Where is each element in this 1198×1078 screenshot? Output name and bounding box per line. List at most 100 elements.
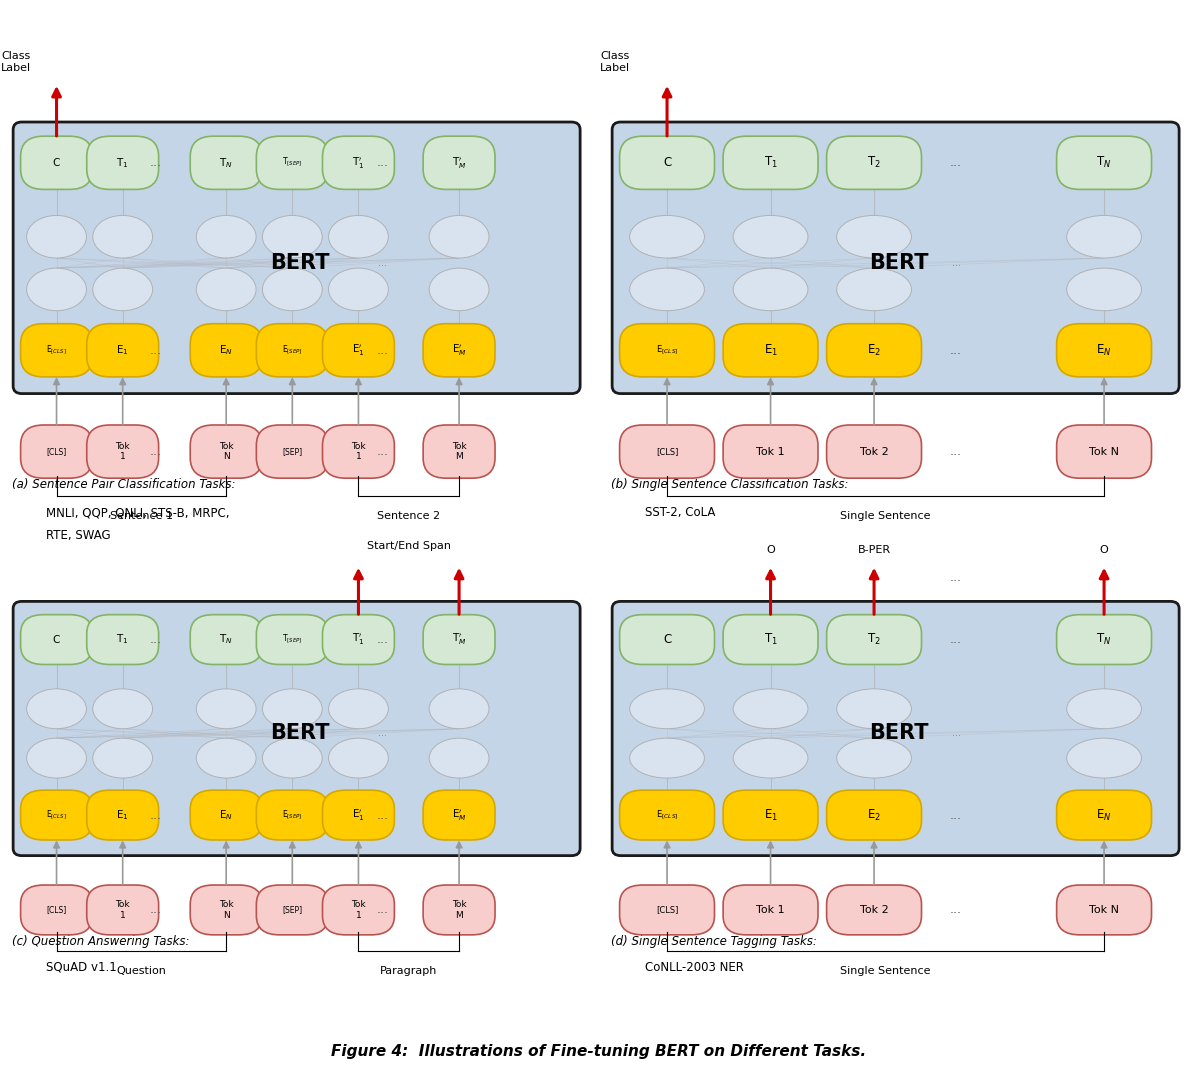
Text: CoNLL-2003 NER: CoNLL-2003 NER [646,960,744,973]
Ellipse shape [630,216,704,258]
FancyBboxPatch shape [256,425,328,479]
Text: ...: ... [950,344,962,357]
Text: T$_N$: T$_N$ [219,156,234,169]
FancyBboxPatch shape [86,614,158,664]
Ellipse shape [733,216,807,258]
Ellipse shape [630,738,704,778]
Text: ...: ... [950,633,962,646]
FancyBboxPatch shape [322,614,394,664]
FancyBboxPatch shape [1057,425,1151,479]
Text: Class
Label: Class Label [600,52,630,73]
Text: ...: ... [379,258,387,268]
Text: [CLS]: [CLS] [655,906,678,914]
Text: E$_1$: E$_1$ [763,343,778,358]
Ellipse shape [92,216,152,258]
FancyBboxPatch shape [1057,614,1151,664]
Text: E$_{[CLS]}$: E$_{[CLS]}$ [655,344,678,357]
Ellipse shape [1066,689,1142,729]
FancyBboxPatch shape [619,425,714,479]
Ellipse shape [836,689,912,729]
Ellipse shape [733,689,807,729]
Text: BERT: BERT [270,253,329,273]
Text: [CLS]: [CLS] [47,447,67,456]
Text: Tok
1: Tok 1 [115,442,131,461]
Text: T$_1'$: T$_1'$ [352,632,364,647]
Text: Tok 1: Tok 1 [756,904,785,915]
Text: ...: ... [379,729,387,738]
Ellipse shape [262,738,322,778]
FancyBboxPatch shape [20,614,92,664]
Text: (a) Sentence Pair Classification Tasks:: (a) Sentence Pair Classification Tasks: [12,479,236,492]
FancyBboxPatch shape [724,425,818,479]
Text: Tok N: Tok N [1089,446,1119,457]
FancyBboxPatch shape [423,790,495,840]
Text: ...: ... [377,156,389,169]
Text: Single Sentence: Single Sentence [840,511,931,521]
FancyBboxPatch shape [724,323,818,377]
Text: Tok
1: Tok 1 [351,442,365,461]
FancyBboxPatch shape [190,790,262,840]
FancyBboxPatch shape [423,885,495,935]
Text: Tok
1: Tok 1 [115,900,131,920]
FancyBboxPatch shape [20,885,92,935]
Ellipse shape [196,689,256,729]
Ellipse shape [328,216,388,258]
Ellipse shape [1066,268,1142,310]
FancyBboxPatch shape [86,425,158,479]
Text: E$_1$: E$_1$ [116,344,129,357]
Ellipse shape [92,268,152,310]
Text: C: C [53,635,60,645]
Text: [SEP]: [SEP] [283,447,302,456]
Text: Tok
M: Tok M [452,442,466,461]
FancyBboxPatch shape [619,614,714,664]
Ellipse shape [196,738,256,778]
FancyBboxPatch shape [20,790,92,840]
Text: C: C [662,633,671,646]
Text: ...: ... [951,729,961,738]
Text: E$_1'$: E$_1'$ [352,807,364,823]
Ellipse shape [26,268,86,310]
Text: RTE, SWAG: RTE, SWAG [47,529,111,542]
Text: O: O [1100,545,1108,555]
FancyBboxPatch shape [190,885,262,935]
Text: E$_N$: E$_N$ [1096,807,1112,823]
Text: Tok
N: Tok N [219,442,234,461]
Text: [CLS]: [CLS] [47,906,67,914]
Text: E$_1$: E$_1$ [763,807,778,823]
Text: MNLI, QQP, QNLI, STS-B, MRPC,: MNLI, QQP, QNLI, STS-B, MRPC, [47,506,230,520]
FancyBboxPatch shape [724,790,818,840]
FancyBboxPatch shape [619,136,714,190]
Ellipse shape [262,689,322,729]
FancyBboxPatch shape [612,122,1179,393]
FancyBboxPatch shape [423,136,495,190]
FancyBboxPatch shape [827,614,921,664]
FancyBboxPatch shape [1057,885,1151,935]
Text: T$_N$: T$_N$ [1096,155,1112,170]
Text: BERT: BERT [869,723,928,744]
Ellipse shape [630,689,704,729]
Text: E$_2$: E$_2$ [867,343,881,358]
FancyBboxPatch shape [322,425,394,479]
FancyBboxPatch shape [423,425,495,479]
Text: ...: ... [950,445,962,458]
Text: T$_M'$: T$_M'$ [452,155,466,170]
Text: BERT: BERT [270,723,329,744]
FancyBboxPatch shape [322,323,394,377]
Text: Start/End Span: Start/End Span [367,541,450,551]
Text: T$_{[SEP]}$: T$_{[SEP]}$ [282,156,303,169]
Text: E$_{[CLS]}$: E$_{[CLS]}$ [47,344,67,357]
Text: T$_1$: T$_1$ [763,155,778,170]
FancyBboxPatch shape [724,614,818,664]
Ellipse shape [328,689,388,729]
Text: E$_M'$: E$_M'$ [452,807,466,823]
Text: Question: Question [116,966,167,976]
Text: E$_{[SEP]}$: E$_{[SEP]}$ [282,808,303,821]
FancyBboxPatch shape [827,885,921,935]
FancyBboxPatch shape [256,885,328,935]
FancyBboxPatch shape [827,790,921,840]
FancyBboxPatch shape [619,885,714,935]
Text: SQuAD v1.1: SQuAD v1.1 [47,960,117,973]
Text: E$_2$: E$_2$ [867,807,881,823]
Text: (b) Single Sentence Classification Tasks:: (b) Single Sentence Classification Tasks… [611,479,848,492]
FancyBboxPatch shape [827,136,921,190]
